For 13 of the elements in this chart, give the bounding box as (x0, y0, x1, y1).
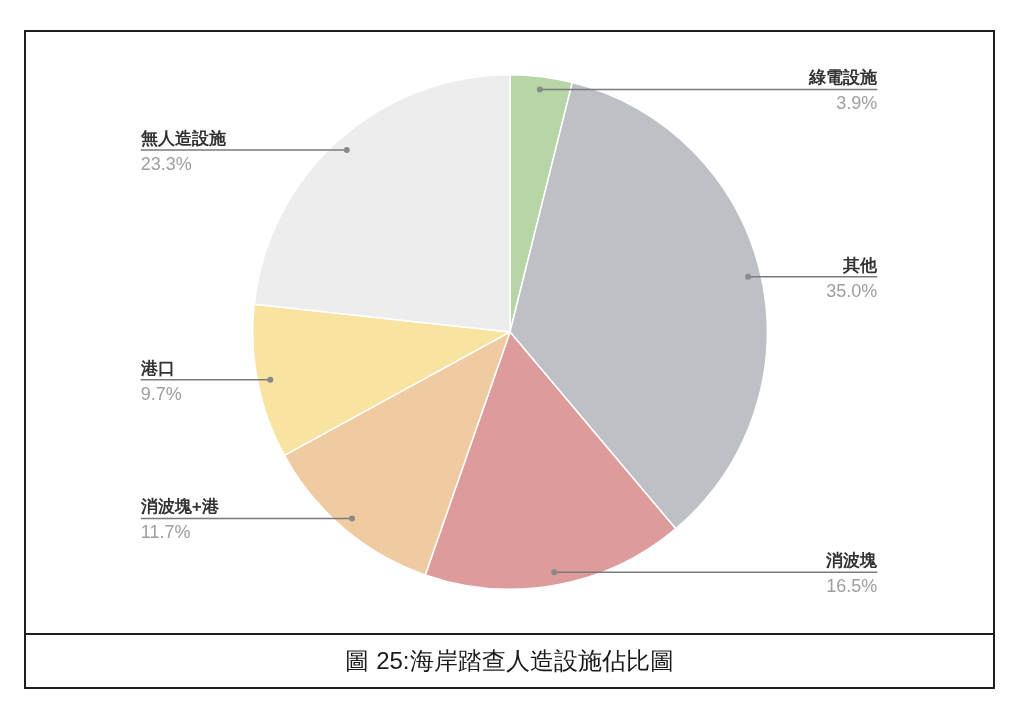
slice-label: 港口 (139, 358, 175, 378)
data-label: 35.0% (826, 280, 878, 301)
data-label: 23.3% (140, 154, 192, 175)
slice-label: 消波塊+港 (139, 497, 220, 517)
slice-label: 消波塊 (825, 551, 879, 571)
data-label: 3.9% (836, 93, 878, 114)
data-label: 11.7% (140, 522, 191, 543)
slice-label: 綠電設施 (808, 68, 879, 88)
data-label: 16.5% (826, 576, 878, 597)
data-label: 9.7% (140, 383, 182, 404)
text: 圖 25:海岸踏查人造設施佔比圖 (345, 647, 674, 675)
slice-label: 其他 (842, 255, 879, 275)
slice-label: 無人造設施 (139, 129, 227, 149)
